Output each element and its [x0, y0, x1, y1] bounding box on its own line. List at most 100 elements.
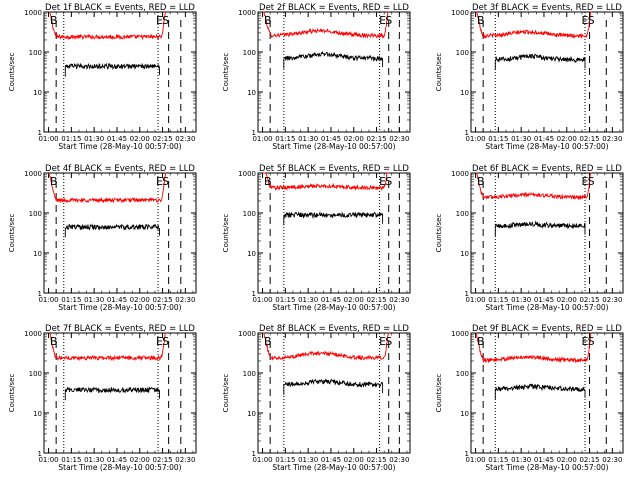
x-tick-label: 01:45	[534, 456, 554, 464]
x-tick-label: 01:15	[488, 456, 508, 464]
marker-s-label: S	[588, 175, 595, 188]
y-tick-label: 1	[465, 450, 469, 458]
marker-b-label: B	[477, 175, 485, 188]
marker-e-label: E	[156, 335, 163, 348]
x-tick-label: 01:30	[298, 296, 318, 304]
marker-b-label: B	[50, 335, 58, 348]
x-tick-label: 01:15	[275, 456, 295, 464]
x-tick-label: 02:00	[344, 135, 364, 143]
y-tick-label: 1000	[24, 9, 42, 17]
x-tick-label: 02:00	[344, 456, 364, 464]
y-tick-label: 10	[33, 250, 42, 258]
x-tick-label: 02:15	[152, 296, 172, 304]
x-tick-label: 02:00	[557, 135, 577, 143]
x-tick-label: 01:15	[61, 456, 81, 464]
y-tick-label: 10	[247, 250, 256, 258]
y-tick-label: 1	[465, 290, 469, 298]
y-tick-label: 10	[247, 89, 256, 97]
marker-s-label: S	[385, 175, 392, 188]
series-lld-line	[263, 11, 390, 40]
y-tick-label: 100	[29, 49, 42, 57]
series-events-line	[494, 53, 586, 70]
x-tick-label: 02:15	[152, 456, 172, 464]
x-tick-label: 01:00	[252, 296, 272, 304]
y-tick-label: 10	[33, 89, 42, 97]
y-axis-label: Counts/sec	[222, 53, 230, 92]
series-lld-line	[48, 332, 167, 362]
x-tick-label: 02:15	[152, 135, 172, 143]
marker-e-label: E	[379, 175, 386, 188]
plot-frame	[257, 11, 411, 133]
x-tick-label: 01:45	[107, 135, 127, 143]
panel-title: Det 8f BLACK = Events, RED = LLD	[259, 324, 409, 334]
x-tick-label: 02:15	[366, 456, 386, 464]
y-tick-label: 10	[460, 410, 469, 418]
x-axis-label: Start Time (28-May-10 00:57:00)	[272, 463, 395, 472]
marker-b-label: B	[477, 335, 485, 348]
x-tick-label: 01:15	[61, 296, 81, 304]
x-tick-label: 01:00	[465, 135, 485, 143]
panel-8: Det 8f BLACK = Events, RED = LLD 1 10 100 10…	[222, 324, 411, 472]
x-axis-label: Start Time (28-May-10 00:57:00)	[485, 463, 608, 472]
y-tick-label: 1	[252, 450, 256, 458]
x-tick-label: 02:30	[389, 296, 409, 304]
x-tick-label: 02:00	[130, 135, 150, 143]
series-lld-line	[263, 332, 390, 361]
y-tick-label: 10	[33, 410, 42, 418]
x-tick-label: 01:15	[275, 135, 295, 143]
x-tick-label: 01:15	[488, 296, 508, 304]
marker-s-label: S	[588, 335, 595, 348]
series-events-line	[283, 51, 384, 69]
x-tick-label: 01:45	[107, 456, 127, 464]
x-tick-label: 01:30	[511, 296, 531, 304]
y-axis-label: Counts/sec	[8, 53, 16, 92]
x-tick-label: 02:15	[579, 456, 599, 464]
y-tick-label: 100	[243, 49, 256, 57]
marker-b-label: B	[50, 14, 58, 27]
x-tick-label: 01:00	[252, 456, 272, 464]
x-tick-label: 01:45	[534, 135, 554, 143]
y-tick-label: 1000	[238, 9, 256, 17]
x-tick-label: 02:15	[579, 296, 599, 304]
x-tick-label: 02:30	[389, 456, 409, 464]
plot-frame	[470, 172, 624, 294]
x-tick-label: 01:00	[38, 296, 58, 304]
x-tick-label: 01:30	[298, 135, 318, 143]
x-tick-label: 01:00	[465, 456, 485, 464]
y-tick-label: 1	[252, 129, 256, 137]
panel-title: Det 4f BLACK = Events, RED = LLD	[45, 164, 195, 174]
y-axis-label: Counts/sec	[435, 214, 443, 253]
y-tick-label: 10	[460, 250, 469, 258]
x-tick-label: 02:00	[344, 296, 364, 304]
marker-b-label: B	[264, 175, 272, 188]
panel-5: Det 5f BLACK = Events, RED = LLD 1 10 100 10…	[222, 164, 411, 312]
x-tick-label: 02:15	[366, 296, 386, 304]
x-tick-label: 01:45	[321, 456, 341, 464]
marker-e-label: E	[156, 14, 163, 27]
series-lld-line	[476, 332, 592, 364]
series-events-line	[494, 220, 586, 237]
y-tick-label: 1	[465, 129, 469, 137]
y-tick-label: 1	[252, 290, 256, 298]
y-tick-label: 100	[456, 49, 469, 57]
x-tick-label: 01:45	[321, 135, 341, 143]
x-tick-label: 02:30	[175, 456, 195, 464]
x-tick-label: 02:00	[130, 296, 150, 304]
y-tick-label: 1000	[451, 330, 469, 338]
panel-title: Det 1f BLACK = Events, RED = LLD	[45, 3, 195, 13]
marker-s-label: S	[385, 14, 392, 27]
y-tick-label: 1000	[238, 330, 256, 338]
x-tick-label: 01:00	[465, 296, 485, 304]
series-events-line	[283, 211, 384, 226]
x-tick-label: 01:00	[38, 135, 58, 143]
marker-s-label: S	[162, 335, 169, 348]
x-tick-label: 02:30	[602, 456, 622, 464]
plot-frame	[257, 172, 411, 294]
x-tick-label: 01:00	[252, 135, 272, 143]
x-tick-label: 01:45	[107, 296, 127, 304]
x-tick-label: 02:00	[557, 456, 577, 464]
panel-title: Det 9f BLACK = Events, RED = LLD	[472, 324, 622, 334]
y-tick-label: 1000	[451, 170, 469, 178]
panel-6: Det 6f BLACK = Events, RED = LLD 1 10 100 10…	[435, 164, 624, 312]
x-tick-label: 01:15	[488, 135, 508, 143]
